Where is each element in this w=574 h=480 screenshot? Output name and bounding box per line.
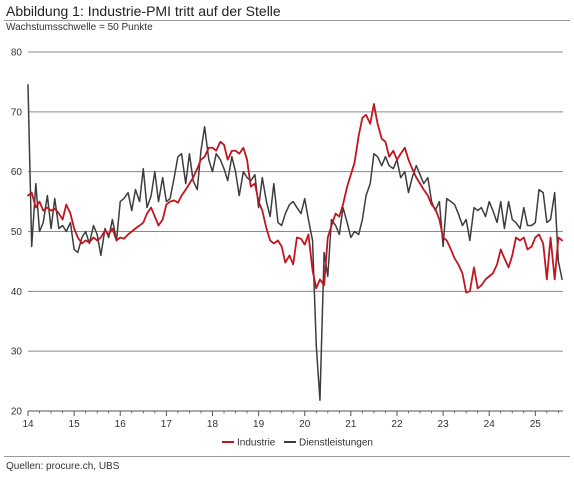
x-tick-label: 21: [345, 419, 357, 430]
y-tick-label: 30: [11, 347, 23, 358]
series-line-dienstleistungen: [27, 84, 563, 401]
legend-label-industrie: Industrie: [237, 438, 276, 449]
y-tick-label: 50: [11, 227, 23, 238]
x-tick-label: 24: [484, 419, 496, 430]
series-layer: [27, 84, 563, 401]
series-line-industrie: [27, 103, 563, 294]
x-tick-label: 23: [438, 419, 450, 430]
y-tick-label: 70: [11, 107, 23, 118]
y-tick-label: 40: [11, 287, 23, 298]
x-tick-label: 15: [69, 419, 81, 430]
chart-title: Abbildung 1: Industrie-PMI tritt auf der…: [6, 3, 281, 19]
legend: Industrie Dienstleistungen: [222, 438, 373, 449]
x-tick-label: 17: [161, 419, 173, 430]
grid-layer: [27, 51, 563, 416]
x-tick-label: 16: [115, 419, 127, 430]
footer-rule: [4, 456, 570, 457]
y-tick-label: 60: [11, 167, 23, 178]
y-tick-label: 80: [11, 48, 23, 59]
y-tick-labels: 20 30 40 50 60 70 80: [11, 48, 23, 418]
x-tick-label: 22: [391, 419, 403, 430]
title-rule: [4, 20, 570, 21]
x-tick-label: 20: [299, 419, 311, 430]
legend-label-dienstleistungen: Dienstleistungen: [299, 438, 373, 449]
y-tick-label: 20: [11, 407, 23, 418]
x-tick-label: 18: [207, 419, 219, 430]
x-tick-label: 25: [530, 419, 542, 430]
x-tick-label: 14: [22, 419, 34, 430]
chart-subtitle: Wachstumsschwelle = 50 Punkte: [6, 22, 153, 33]
x-tick-label: 19: [253, 419, 265, 430]
source-note: Quellen: procure.ch, UBS: [6, 461, 120, 472]
x-tick-labels: 14 15 16 17 18 19 20 21 22 23 24 25: [22, 419, 541, 430]
